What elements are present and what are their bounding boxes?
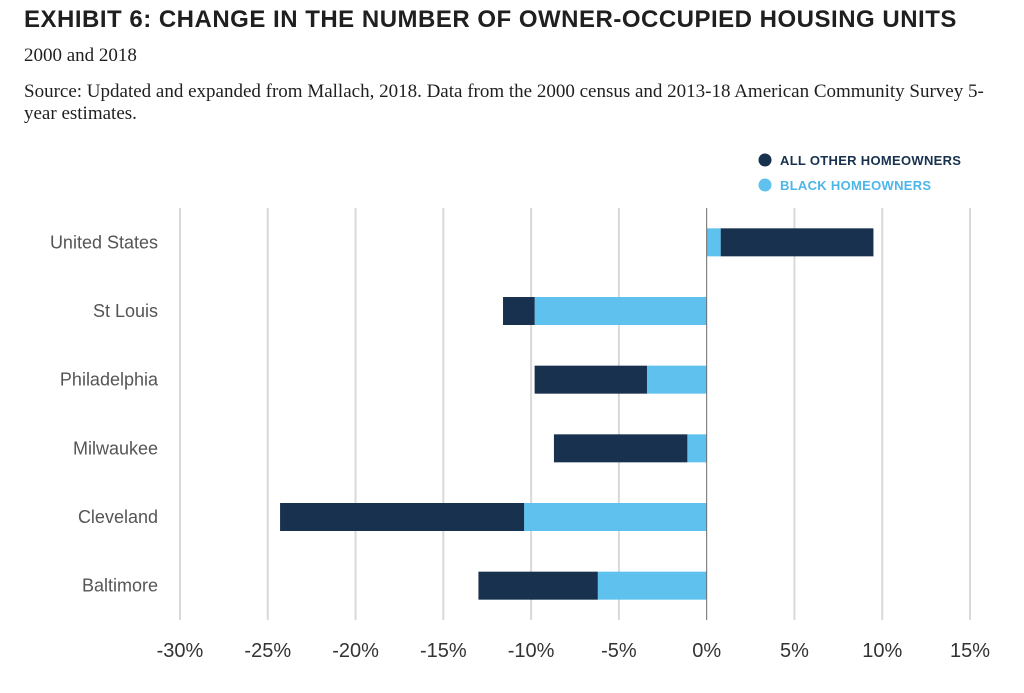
bar-segment bbox=[503, 297, 535, 325]
category-label: United States bbox=[50, 232, 158, 252]
legend-swatch bbox=[758, 153, 772, 167]
chart-title: EXHIBIT 6: CHANGE IN THE NUMBER OF OWNER… bbox=[24, 6, 957, 33]
bar-segment bbox=[706, 228, 721, 257]
bar-segment bbox=[597, 571, 707, 600]
bar-segment bbox=[524, 503, 707, 531]
bars bbox=[280, 228, 874, 600]
x-tick-label: -15% bbox=[420, 640, 467, 662]
x-tick-label: 5% bbox=[780, 640, 809, 662]
bar-segment bbox=[534, 365, 647, 394]
x-tick-label: 0% bbox=[692, 640, 721, 662]
x-tick-label: -30% bbox=[157, 640, 204, 662]
category-label: Baltimore bbox=[82, 576, 158, 596]
category-label: St Louis bbox=[93, 301, 158, 321]
x-tick-label: -5% bbox=[601, 640, 637, 662]
chart-source-note: Source: Updated and expanded from Mallac… bbox=[24, 81, 984, 124]
bar-segment bbox=[687, 434, 707, 463]
category-labels: United States St Louis Philadelphia Milwauk… bbox=[50, 232, 159, 595]
legend-label: ALL OTHER HOMEOWNERS bbox=[780, 153, 961, 168]
legend-label: BLACK HOMEOWNERS bbox=[780, 178, 931, 193]
bar-segment bbox=[478, 571, 598, 600]
chart-subtitle: 2000 and 2018 bbox=[24, 45, 137, 66]
bar-segment bbox=[553, 434, 688, 463]
x-tick-label: 15% bbox=[950, 640, 990, 662]
legend: ALL OTHER HOMEOWNERS BLACK HOMEOWNERS bbox=[758, 153, 961, 193]
category-label: Cleveland bbox=[78, 507, 158, 527]
category-label: Milwaukee bbox=[73, 438, 158, 458]
gridlines bbox=[179, 208, 971, 620]
bar-segment bbox=[720, 228, 874, 257]
tick-labels: -30% -25% -20% -15% -10% -5% 0% 5% 10% 15% bbox=[157, 640, 991, 662]
x-tick-label: -25% bbox=[244, 640, 291, 662]
category-label: Philadelphia bbox=[60, 370, 159, 390]
x-tick-label: 10% bbox=[862, 640, 902, 662]
legend-swatch bbox=[758, 178, 772, 192]
bar-segment bbox=[534, 297, 707, 325]
bar-segment bbox=[646, 365, 707, 394]
bar-segment bbox=[280, 503, 525, 531]
x-tick-label: -20% bbox=[332, 640, 379, 662]
x-tick-label: -10% bbox=[508, 640, 555, 662]
